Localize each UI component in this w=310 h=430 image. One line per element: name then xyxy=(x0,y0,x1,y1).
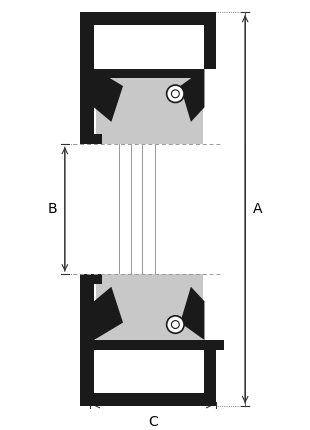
Bar xyxy=(205,25,216,68)
Circle shape xyxy=(167,85,184,102)
Bar xyxy=(94,350,205,393)
Circle shape xyxy=(171,90,179,98)
Bar xyxy=(96,274,202,340)
Bar xyxy=(94,68,205,78)
Bar xyxy=(94,25,205,68)
Bar xyxy=(205,350,216,393)
Polygon shape xyxy=(180,287,205,340)
Text: C: C xyxy=(148,415,158,429)
Polygon shape xyxy=(94,68,123,122)
Circle shape xyxy=(171,321,179,329)
Polygon shape xyxy=(180,68,205,122)
Bar xyxy=(94,340,224,350)
Bar xyxy=(80,393,216,406)
Circle shape xyxy=(167,316,184,333)
Bar xyxy=(80,135,102,144)
Text: A: A xyxy=(253,202,263,216)
Bar xyxy=(80,274,94,393)
Bar xyxy=(80,12,216,25)
Polygon shape xyxy=(94,287,123,340)
Bar xyxy=(80,25,94,144)
Bar xyxy=(80,274,102,284)
Bar xyxy=(96,78,202,144)
Text: B: B xyxy=(47,202,57,216)
